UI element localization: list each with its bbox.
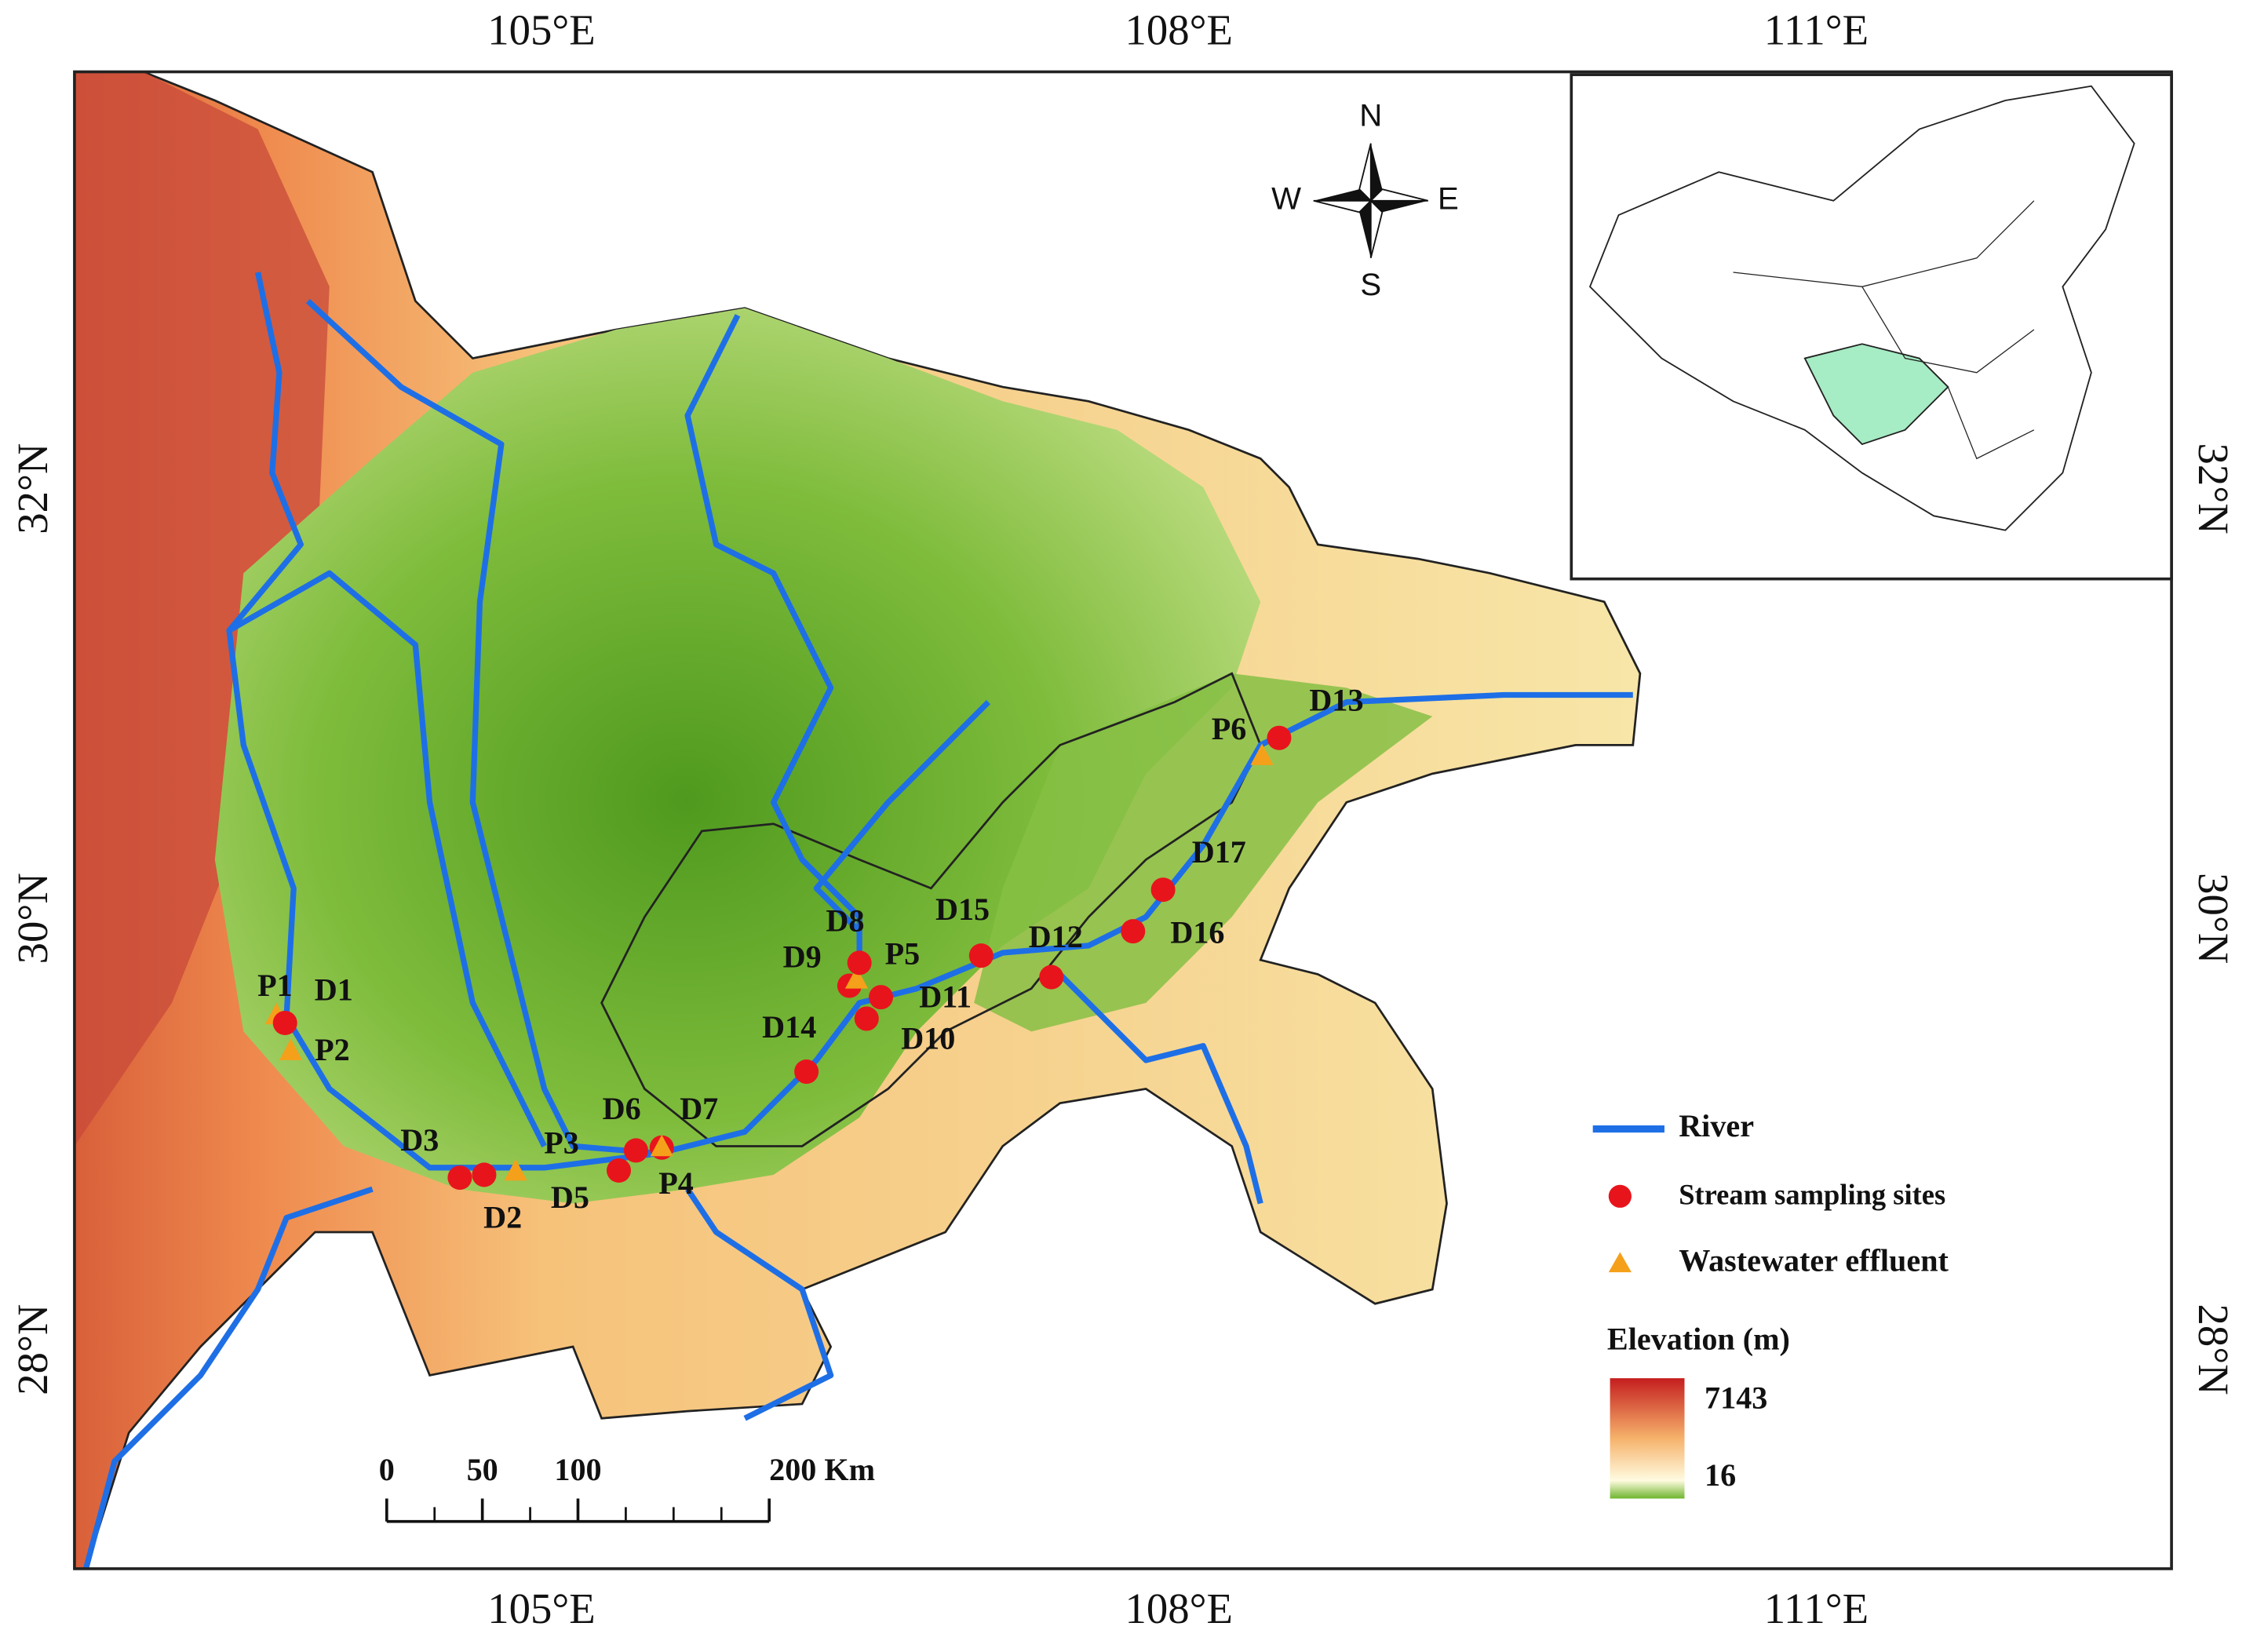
site-label: D17 bbox=[1192, 834, 1246, 870]
wastewater-site bbox=[1250, 743, 1274, 765]
site-label: D5 bbox=[551, 1180, 589, 1215]
longitude-label: 111°E bbox=[1764, 1585, 1869, 1632]
latitude-label: 32°N bbox=[9, 443, 57, 534]
china-outline bbox=[1588, 85, 2135, 531]
stream-site bbox=[847, 950, 872, 976]
site-label: D14 bbox=[762, 1009, 816, 1045]
site-label: P5 bbox=[885, 936, 921, 972]
site-label: D16 bbox=[1170, 914, 1224, 950]
elevation-tick-label: 16 bbox=[1705, 1457, 1736, 1493]
site-label: D13 bbox=[1309, 683, 1363, 718]
site-label: P6 bbox=[1212, 711, 1247, 746]
longitude-label: 108°E bbox=[1125, 6, 1232, 54]
gorges bbox=[974, 673, 1433, 1032]
longitude-label: 105°E bbox=[487, 1585, 595, 1632]
legend-stream: Stream sampling sites bbox=[1679, 1179, 1945, 1211]
legend-river: River bbox=[1679, 1108, 1754, 1143]
scale-label: 50 bbox=[467, 1452, 498, 1487]
site-label: D15 bbox=[935, 892, 990, 927]
wastewater-site bbox=[279, 1038, 303, 1060]
site-label: D6 bbox=[603, 1091, 641, 1126]
basin bbox=[214, 308, 1261, 1204]
elevation-title: Elevation (m) bbox=[1607, 1322, 1790, 1357]
site-label: D7 bbox=[680, 1091, 718, 1126]
compass-s: S bbox=[1360, 267, 1381, 302]
compass: N S E W bbox=[1271, 98, 1459, 302]
stream-site bbox=[854, 1006, 879, 1031]
longitude-label: 111°E bbox=[1764, 6, 1869, 54]
site-label: D2 bbox=[483, 1200, 522, 1235]
legend: River Stream sampling sites Wastewater e… bbox=[1592, 1108, 1949, 1499]
stream-site bbox=[968, 943, 994, 968]
study-province bbox=[1803, 343, 1949, 446]
latitude-label: 32°N bbox=[2189, 443, 2237, 534]
site-label: D10 bbox=[901, 1020, 955, 1056]
site-label: D3 bbox=[400, 1122, 439, 1158]
longitude-label: 105°E bbox=[487, 6, 595, 54]
stream-site bbox=[472, 1162, 497, 1187]
elevation-colorbar bbox=[1610, 1378, 1685, 1499]
site-label: D1 bbox=[315, 972, 353, 1007]
stream-site bbox=[869, 985, 894, 1010]
stream-site bbox=[447, 1165, 472, 1191]
site-label: D8 bbox=[826, 903, 864, 939]
site-label: D9 bbox=[783, 939, 822, 974]
site-label: D12 bbox=[1029, 919, 1083, 954]
latitude-label: 30°N bbox=[9, 873, 57, 964]
stream-site bbox=[623, 1138, 648, 1163]
compass-e: E bbox=[1438, 181, 1459, 216]
stream-site bbox=[1121, 919, 1146, 944]
legend-wastewater-marker bbox=[1608, 1252, 1632, 1273]
map-frame bbox=[73, 70, 2173, 1570]
legend-stream-marker bbox=[1608, 1184, 1632, 1208]
stream-site bbox=[1039, 965, 1064, 990]
latitude-label: 28°N bbox=[9, 1304, 57, 1395]
scale-label: 0 bbox=[379, 1452, 395, 1487]
high-terrain bbox=[74, 71, 330, 1147]
elevation-tick-label: 7143 bbox=[1705, 1380, 1767, 1416]
latitude-label: 28°N bbox=[2189, 1304, 2237, 1395]
stream-site bbox=[606, 1158, 632, 1183]
wastewater-site bbox=[844, 967, 869, 989]
site-label: P4 bbox=[658, 1165, 694, 1201]
scale-label: 200 Km bbox=[769, 1452, 875, 1487]
stream-site bbox=[1267, 725, 1292, 750]
longitude-label: 108°E bbox=[1125, 1585, 1232, 1632]
wastewater-site bbox=[504, 1158, 527, 1181]
rivers bbox=[82, 272, 1633, 1570]
scale-bar: 0 50 100 200 Km bbox=[379, 1452, 875, 1523]
scale-label: 100 bbox=[554, 1452, 601, 1487]
inset bbox=[1570, 73, 2173, 581]
stream-site bbox=[1150, 877, 1176, 903]
site-label: P1 bbox=[257, 968, 293, 1003]
legend-wastewater: Wastewater effluent bbox=[1679, 1242, 1949, 1278]
latitude-label: 30°N bbox=[2189, 873, 2237, 964]
stream-site bbox=[794, 1059, 819, 1085]
compass-w: W bbox=[1271, 181, 1301, 216]
stream-site bbox=[272, 1010, 297, 1035]
wastewater-site bbox=[650, 1134, 673, 1157]
site-label: P2 bbox=[315, 1032, 350, 1067]
compass-n: N bbox=[1359, 98, 1382, 133]
site-label: P3 bbox=[544, 1125, 579, 1161]
site-label: D11 bbox=[919, 979, 972, 1014]
